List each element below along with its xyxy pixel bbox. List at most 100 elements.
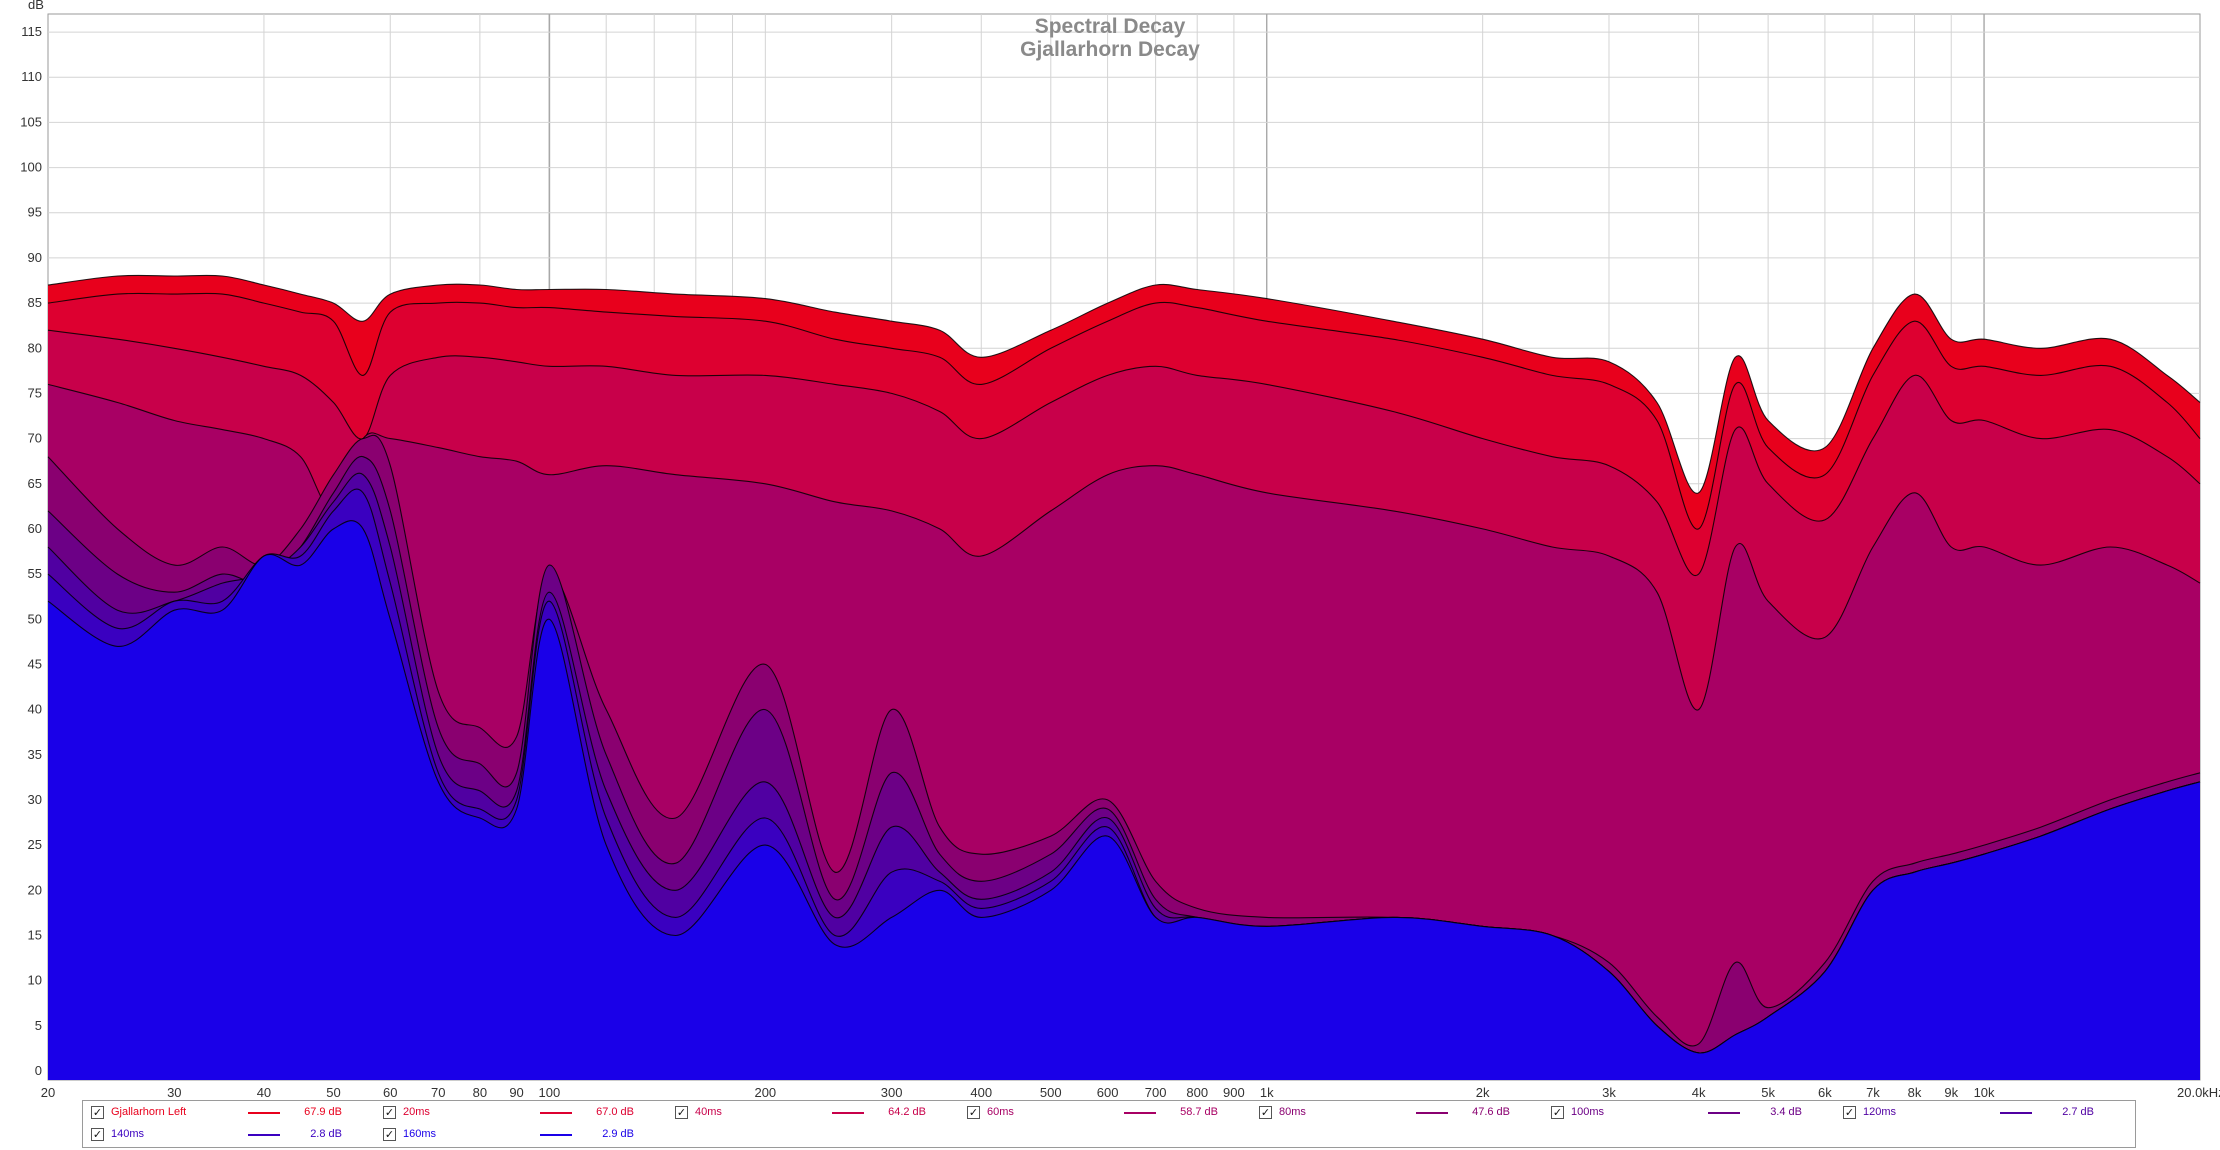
chart-subtitle: Gjallarhorn Decay (1020, 38, 1200, 61)
legend-checkbox[interactable]: ✓ (91, 1106, 104, 1119)
y-axis-ticks: 0 5 10 15 20 25 30 35 40 45 50 55 60 65 70 75 80 85 90 95 10… (20, 24, 42, 1078)
legend-series-name: 80ms (1279, 1106, 1306, 1118)
legend-item: ✓ 100ms 3.4 dB (1543, 1102, 1835, 1124)
y-tick-label: 40 (28, 702, 42, 717)
legend-row: ✓ 140ms 2.8 dB ✓ 160ms 2.9 dB (83, 1124, 2135, 1146)
x-tick-label: 3k (1602, 1085, 1616, 1100)
x-tick-label: 800 (1186, 1085, 1208, 1100)
decay-line-4 (47, 434, 2201, 1047)
y-tick-label: 85 (28, 295, 42, 310)
y-tick-label: 65 (28, 476, 42, 491)
legend-series-value: 64.2 dB (888, 1106, 926, 1118)
legend-item: ✓ 60ms 58.7 dB (959, 1102, 1251, 1124)
legend-series-name: 140ms (111, 1128, 145, 1140)
x-tick-label: 60 (383, 1085, 397, 1100)
legend-item: ✓ 120ms 2.7 dB (1835, 1102, 2127, 1124)
legend-series-value: 58.7 dB (1180, 1106, 1218, 1118)
legend-series-name: 100ms (1571, 1106, 1605, 1118)
y-tick-label: 10 (28, 973, 42, 988)
x-tick-label: 4k (1692, 1085, 1706, 1100)
legend-swatch (540, 1112, 572, 1114)
legend-series-value: 2.7 dB (2062, 1106, 2094, 1118)
legend-item: ✓ 20ms 67.0 dB (375, 1102, 667, 1124)
legend-swatch (540, 1134, 572, 1136)
legend-swatch (1416, 1112, 1448, 1114)
x-tick-label: 20 (41, 1085, 55, 1100)
x-tick-label: 6k (1818, 1085, 1832, 1100)
y-tick-label: 80 (28, 340, 42, 355)
x-tick-label: 90 (509, 1085, 523, 1100)
x-tick-label: 5k (1761, 1085, 1775, 1100)
decay-areas (47, 274, 2201, 1081)
decay-line-8 (47, 520, 2201, 1054)
legend-series-name: 160ms (403, 1128, 437, 1140)
legend-swatch (248, 1134, 280, 1136)
x-tick-label: 80 (473, 1085, 487, 1100)
legend-item: ✓ 40ms 64.2 dB (667, 1102, 959, 1124)
legend-series-value: 47.6 dB (1472, 1106, 1510, 1118)
x-tick-label: 30 (167, 1085, 181, 1100)
legend-checkbox[interactable]: ✓ (383, 1128, 396, 1141)
legend-series-name: 40ms (695, 1106, 722, 1118)
legend-series-value: 67.9 dB (304, 1106, 342, 1118)
y-tick-label: 50 (28, 611, 42, 626)
y-tick-label: 45 (28, 656, 42, 671)
legend-swatch (832, 1112, 864, 1114)
x-tick-label: 1k (1260, 1085, 1274, 1100)
y-tick-label: 5 (35, 1018, 42, 1033)
legend-swatch (2000, 1112, 2032, 1114)
y-tick-label: 0 (35, 1063, 42, 1078)
y-tick-label: 55 (28, 566, 42, 581)
legend-checkbox[interactable]: ✓ (91, 1128, 104, 1141)
y-tick-label: 70 (28, 431, 42, 446)
x-tick-label: 600 (1097, 1085, 1119, 1100)
x-tick-label: 9k (1944, 1085, 1958, 1100)
legend-checkbox[interactable]: ✓ (1551, 1106, 1564, 1119)
legend-checkbox[interactable]: ✓ (1259, 1106, 1272, 1119)
legend-checkbox[interactable]: ✓ (383, 1106, 396, 1119)
y-tick-label: 105 (20, 114, 42, 129)
legend-checkbox[interactable]: ✓ (675, 1106, 688, 1119)
x-tick-label: 300 (881, 1085, 903, 1100)
x-tick-label: 100 (539, 1085, 561, 1100)
x-tick-label: 900 (1223, 1085, 1245, 1100)
x-tick-label: 7k (1866, 1085, 1880, 1100)
legend-series-name: 120ms (1863, 1106, 1897, 1118)
x-tick-label: 70 (431, 1085, 445, 1100)
y-tick-label: 95 (28, 205, 42, 220)
x-tick-label: 500 (1040, 1085, 1062, 1100)
legend-checkbox[interactable]: ✓ (1843, 1106, 1856, 1119)
x-tick-label: 40 (257, 1085, 271, 1100)
decay-line-1 (47, 292, 2201, 530)
x-tick-label: 50 (326, 1085, 340, 1100)
legend-item: ✓ 80ms 47.6 dB (1251, 1102, 1543, 1124)
x-axis-unit-label: 20.0kHz (2177, 1085, 2220, 1100)
x-tick-label: 200 (754, 1085, 776, 1100)
y-tick-label: 30 (28, 792, 42, 807)
legend-swatch (248, 1112, 280, 1114)
y-tick-label: 60 (28, 521, 42, 536)
x-axis-ticks: 20 30 40 50 60 70 80 90 100 200 300 400 500 600 700 800… (41, 1085, 1995, 1100)
x-tick-label: 10k (1974, 1085, 1995, 1100)
y-tick-label: 90 (28, 250, 42, 265)
decay-line-0 (47, 274, 2201, 494)
legend-swatch (1708, 1112, 1740, 1114)
x-tick-label: 2k (1476, 1085, 1490, 1100)
y-tick-label: 100 (20, 160, 42, 175)
y-tick-label: 35 (28, 747, 42, 762)
legend-series-name: 60ms (987, 1106, 1014, 1118)
y-tick-label: 110 (21, 69, 42, 84)
y-tick-label: 115 (21, 24, 42, 39)
legend-series-value: 2.8 dB (310, 1128, 342, 1140)
legend-checkbox[interactable]: ✓ (967, 1106, 980, 1119)
y-tick-label: 15 (28, 927, 42, 942)
y-tick-label: 20 (28, 882, 42, 897)
legend-item: ✓ 160ms 2.9 dB (375, 1124, 667, 1146)
decay-area-8 (48, 520, 2200, 1080)
legend-swatch (1124, 1112, 1156, 1114)
legend-row: ✓ Gjallarhorn Left 67.9 dB ✓ 20ms 67.0 dB ✓ 40m… (83, 1102, 2135, 1124)
legend-series-name: Gjallarhorn Left (111, 1106, 187, 1118)
legend-series-name: 20ms (403, 1106, 430, 1118)
x-tick-label: 700 (1145, 1085, 1167, 1100)
